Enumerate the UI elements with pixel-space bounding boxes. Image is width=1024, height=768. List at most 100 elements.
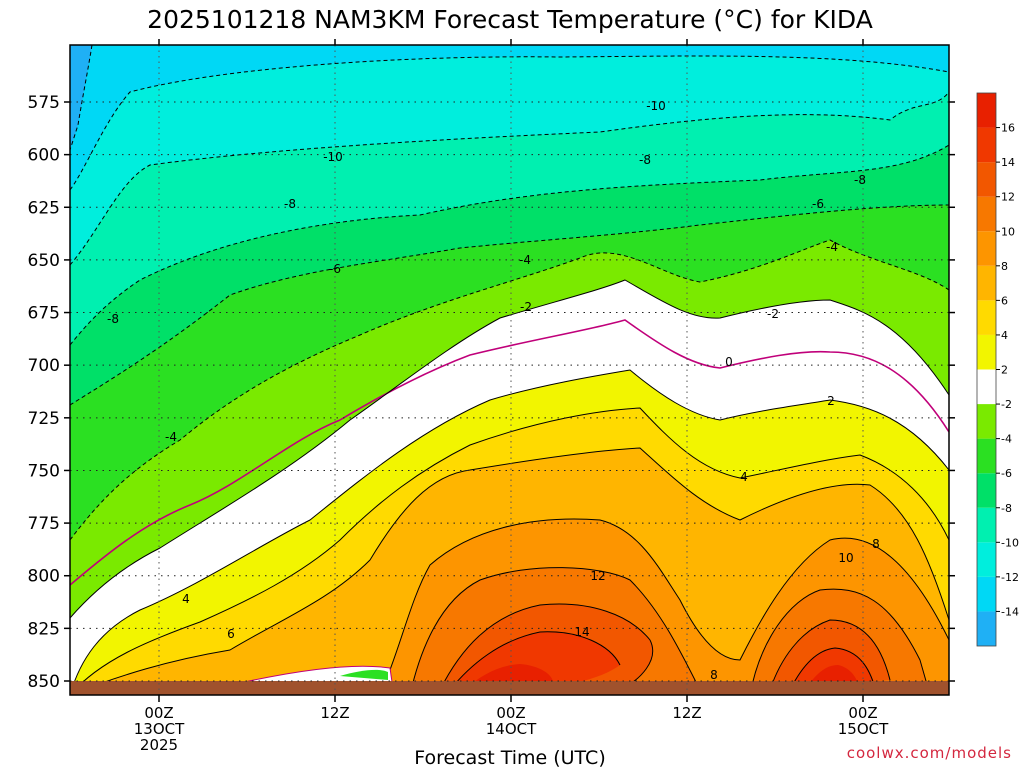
x-tick-label: 15OCT (838, 720, 889, 738)
y-tick-label: 575 (28, 93, 60, 113)
colorbar-label: -14 (1001, 605, 1019, 618)
clabel: -10 (646, 99, 666, 113)
x-axis-label: Forecast Time (UTC) (414, 747, 605, 768)
colorbar-label: 16 (1001, 122, 1015, 135)
clabel: -4 (165, 430, 177, 444)
contour-minus2 (70, 239, 949, 541)
grid-vertical (158, 45, 864, 695)
y-tick-label: 650 (28, 251, 60, 271)
contour-labels: -10 -10 -8 -8 -8 -8 -6 -6 -4 -4 -4 -2 -2… (107, 99, 880, 682)
colorbar-label: -2 (1001, 398, 1012, 411)
clabel: 4 (740, 470, 748, 484)
y-tick-label: 750 (28, 461, 60, 481)
clabel: -8 (854, 173, 866, 187)
x-tick-label: 00Z (144, 704, 173, 722)
x-tick-label: 2025 (140, 736, 178, 754)
contour-plus4 (70, 369, 949, 695)
clabel: -8 (107, 312, 119, 326)
clabel: 0 (725, 355, 733, 369)
colorbar-label: -12 (1001, 571, 1019, 584)
y-axis: 575 600 625 650 675 700 725 750 775 800 825 850 (28, 93, 955, 692)
colorbar: -14 -12 -10 -8 -6 -4 -2 2 4 6 8 10 12 14 16 (976, 92, 1019, 647)
colorbar-swatch (977, 93, 996, 128)
contour-plus6 (70, 407, 949, 695)
colorbar-label: -10 (1001, 536, 1019, 549)
contour-minus10 (70, 55, 949, 191)
positive-contours (70, 279, 949, 695)
y-tick-label: 825 (28, 619, 60, 639)
colorbar-swatch (977, 611, 996, 646)
clabel: -10 (323, 150, 343, 164)
x-tick-label: 12Z (320, 704, 349, 722)
y-tick-label: 850 (28, 672, 60, 692)
y-tick-label: 600 (28, 146, 60, 166)
colorbar-swatch (977, 507, 996, 543)
contour-plus12a (409, 567, 701, 695)
contour-plus10 (379, 518, 949, 695)
colorbar-swatch (977, 576, 996, 612)
colorbar-label: -6 (1001, 467, 1012, 480)
surface-artifact-inner (340, 669, 388, 680)
contour-plus14b (769, 619, 891, 691)
y-tick-label: 800 (28, 567, 60, 587)
colorbar-label: 8 (1001, 260, 1008, 273)
x-tick-label: 13OCT (134, 720, 185, 738)
contour-minus4 (70, 204, 949, 406)
contour-plus14a (439, 603, 654, 691)
clabel: 14 (574, 625, 589, 639)
clabel: -4 (519, 253, 531, 267)
y-tick-label: 675 (28, 304, 60, 324)
y-tick-label: 725 (28, 409, 60, 429)
colorbar-swatch (977, 265, 996, 301)
colorbar-label: 4 (1001, 329, 1008, 342)
contour-plus12b (749, 588, 931, 695)
colorbar-swatch (977, 231, 996, 266)
clabel: -4 (826, 240, 838, 254)
ground-surface (70, 681, 949, 695)
colorbar-swatch (977, 334, 996, 370)
contour-minus12 (70, 45, 93, 151)
colorbar-label: 14 (1001, 156, 1015, 169)
x-tick-label: 14OCT (486, 720, 537, 738)
clabel: -2 (767, 307, 779, 321)
colorbar-swatch (977, 438, 996, 474)
contour-plus16b (789, 647, 876, 691)
y-tick-label: 700 (28, 356, 60, 376)
chart-title: 2025101218 NAM3KM Forecast Temperature (… (147, 5, 873, 34)
clabel: -2 (520, 300, 532, 314)
x-tick-label: 00Z (848, 704, 877, 722)
clabel: 10 (838, 551, 853, 565)
clabel: 2 (827, 394, 835, 408)
colorbar-label: -4 (1001, 433, 1012, 446)
colorbar-swatch (977, 300, 996, 335)
x-tick-label: 00Z (496, 704, 525, 722)
surface-artifact (239, 665, 393, 684)
colorbar-label: 6 (1001, 294, 1008, 307)
colorbar-swatch (977, 127, 996, 163)
y-tick-label: 625 (28, 198, 60, 218)
clabel: 6 (227, 627, 235, 641)
contour-plus8 (70, 447, 949, 695)
contour-minus8 (70, 91, 949, 266)
y-tick-label: 775 (28, 514, 60, 534)
x-tick-label: 12Z (672, 704, 701, 722)
colorbar-label: 2 (1001, 364, 1008, 377)
colorbar-swatch (977, 196, 996, 232)
contour-plus2 (70, 279, 949, 619)
plot-frame (69, 44, 950, 696)
colorbar-label: -8 (1001, 502, 1012, 515)
colorbar-swatch (977, 162, 996, 197)
clabel: 4 (182, 592, 190, 606)
colorbar-label: 10 (1001, 225, 1015, 238)
clabel: -6 (812, 197, 824, 211)
colorbar-label: 12 (1001, 191, 1015, 204)
clabel: -8 (284, 197, 296, 211)
plot-fill (70, 45, 949, 695)
credit-text: coolwx.com/models (847, 744, 1012, 762)
clabel: 8 (872, 537, 880, 551)
band-plus16 (450, 631, 875, 690)
colorbar-swatch (977, 542, 996, 577)
colorbar-swatch (977, 473, 996, 508)
